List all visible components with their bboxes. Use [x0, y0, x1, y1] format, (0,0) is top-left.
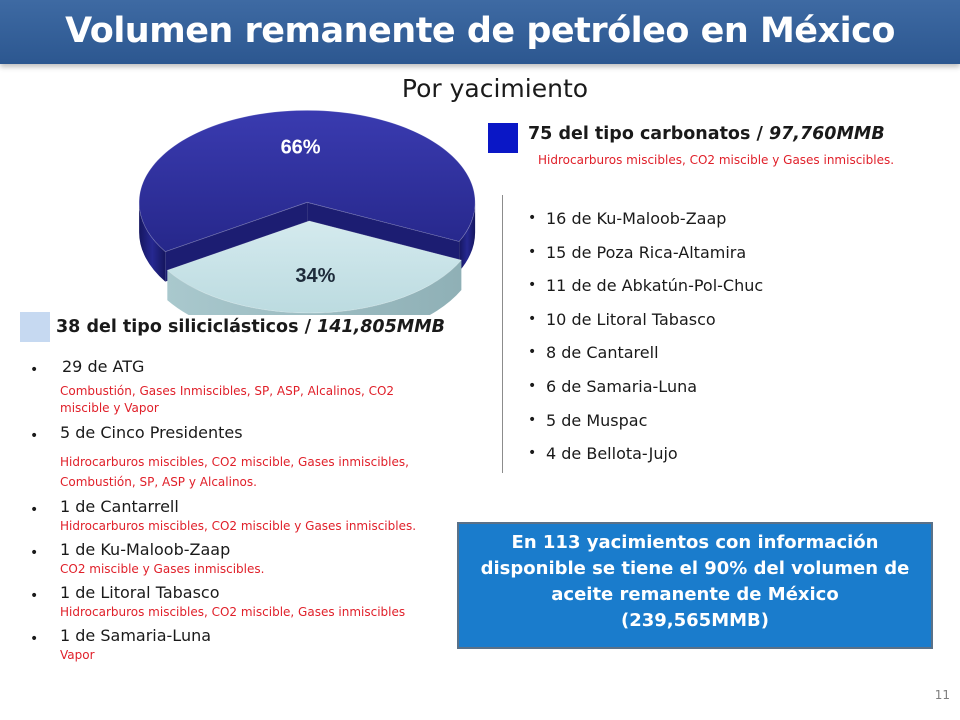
field-name: 1 de Litoral Tabasco — [60, 583, 220, 602]
field-name: 5 de Cinco Presidentes — [60, 423, 243, 442]
pie-slice — [138, 109, 476, 253]
summary-line: En 113 yacimientos con información — [511, 532, 879, 553]
list-item: 11 de de Abkatún-Pol-Chuc — [528, 269, 763, 303]
summary-line: aceite remanente de México — [551, 584, 839, 605]
summary-box: En 113 yacimientos con información dispo… — [457, 522, 933, 649]
siliciclasticos-swatch — [20, 312, 50, 342]
list-item: 1 de Litoral Tabasco Hidrocarburos misci… — [30, 582, 450, 621]
siliciclasticos-heading: 38 del tipo siliciclásticos / 141,805MMB — [56, 317, 445, 337]
divider-line — [502, 195, 503, 473]
list-item: 8 de Cantarell — [528, 336, 763, 370]
summary-line: (239,565MMB) — [621, 610, 769, 631]
summary-line: disponible se tiene el 90% del volumen d… — [480, 558, 910, 579]
slide-subtitle: Por yacimiento — [401, 74, 589, 103]
field-methods: Hidrocarburos miscibles, CO2 miscible y … — [60, 519, 417, 533]
carbonatos-heading: 75 del tipo carbonatos / 97,760MMB — [528, 124, 885, 144]
list-item: 5 de Cinco Presidentes Hidrocarburos mis… — [30, 422, 450, 492]
siliciclasticos-field-list: 29 de ATG Combustión, Gases Inmiscibles,… — [30, 356, 450, 664]
list-item: 1 de Samaria-Luna Vapor — [30, 625, 450, 664]
field-methods: Hidrocarburos miscibles, CO2 miscible, G… — [60, 455, 409, 489]
pie-chart: 66% 34% — [138, 109, 476, 315]
slide-title: Volumen remanente de petróleo en México — [65, 11, 895, 51]
siliciclasticos-count: 38 del tipo siliciclásticos / — [56, 317, 318, 337]
pie-slice-side — [139, 202, 166, 282]
list-item: 6 de Samaria-Luna — [528, 370, 763, 404]
carbonatos-methods: Hidrocarburos miscibles, CO2 miscible y … — [538, 153, 895, 167]
list-item: 4 de Bellota-Jujo — [528, 437, 763, 471]
field-methods: Vapor — [60, 648, 95, 662]
pie-slice — [166, 220, 462, 314]
field-name: 29 de ATG — [62, 357, 145, 376]
pie-slice-side — [167, 260, 462, 315]
list-item: 29 de ATG Combustión, Gases Inmiscibles,… — [30, 356, 450, 417]
page-number: 11 — [934, 688, 950, 702]
field-name: 1 de Samaria-Luna — [60, 626, 212, 645]
list-item: 15 de Poza Rica-Altamira — [528, 236, 763, 270]
carbonatos-swatch — [488, 123, 518, 153]
list-item: 1 de Cantarrell Hidrocarburos miscibles,… — [30, 496, 450, 535]
siliciclasticos-volume: 141,805MMB — [317, 317, 445, 337]
field-name: 1 de Cantarrell — [60, 497, 179, 516]
carbonatos-volume: 97,760MMB — [768, 124, 885, 144]
list-item: 16 de Ku-Maloob-Zaap — [528, 202, 763, 236]
field-name: 1 de Ku-Maloob-Zaap — [60, 540, 231, 559]
list-item: 1 de Ku-Maloob-Zaap CO2 miscible y Gases… — [30, 539, 450, 578]
carbonatos-count: 75 del tipo carbonatos / — [528, 124, 769, 144]
pie-data-label: 34% — [295, 265, 335, 287]
list-item: 10 de Litoral Tabasco — [528, 303, 763, 337]
title-bar: Volumen remanente de petróleo en México — [0, 0, 960, 64]
pie-slice-side — [459, 202, 476, 272]
field-methods: Hidrocarburos miscibles, CO2 miscible, G… — [60, 605, 406, 619]
list-item: 5 de Muspac — [528, 404, 763, 438]
field-methods: CO2 miscible y Gases inmiscibles. — [60, 562, 265, 576]
pie-data-label: 66% — [281, 136, 321, 158]
field-methods: Combustión, Gases Inmiscibles, SP, ASP, … — [60, 384, 395, 415]
carbonatos-field-list: 16 de Ku-Maloob-Zaap 15 de Poza Rica-Alt… — [528, 202, 763, 471]
